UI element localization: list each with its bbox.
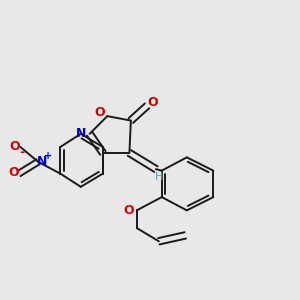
Text: O: O: [10, 140, 20, 153]
Text: O: O: [8, 167, 19, 179]
Text: N: N: [37, 155, 48, 168]
Text: -: -: [20, 146, 25, 159]
Text: O: O: [123, 204, 134, 217]
Text: O: O: [94, 106, 105, 119]
Text: O: O: [148, 96, 158, 110]
Text: N: N: [76, 127, 86, 140]
Text: H: H: [154, 172, 163, 182]
Text: +: +: [44, 152, 52, 161]
